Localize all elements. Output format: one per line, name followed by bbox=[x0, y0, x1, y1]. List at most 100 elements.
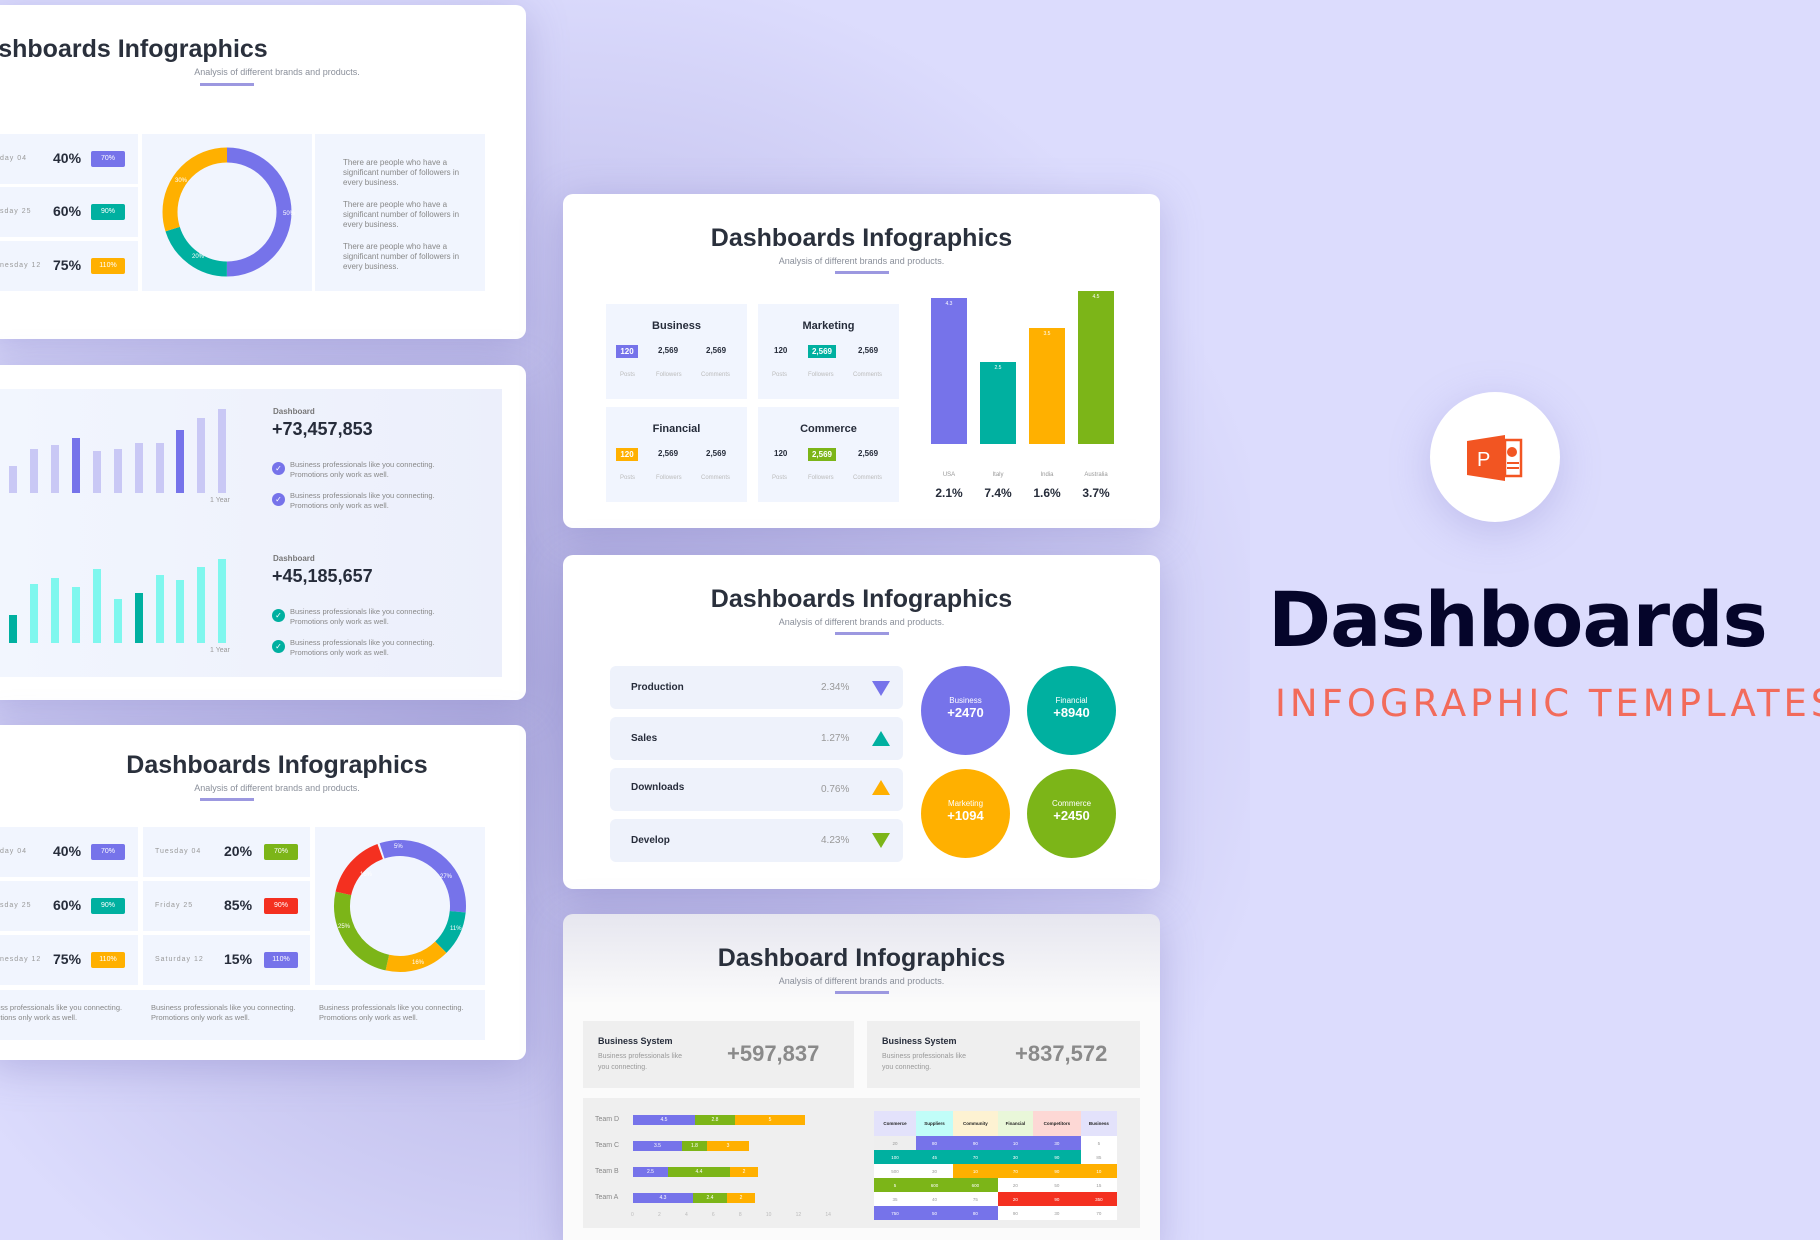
slide-subtitle: Analysis of different brands and product… bbox=[194, 783, 360, 793]
bar-sub-value: 1.6% bbox=[1033, 486, 1061, 500]
card-value: 2,569 bbox=[808, 448, 836, 461]
donut-panel: 5% 27% 11% 16% 25% 16% bbox=[315, 827, 485, 985]
item-label: Production bbox=[631, 682, 684, 693]
circle-commerce[interactable]: Commerce +2450 bbox=[1027, 769, 1116, 858]
slide-list[interactable]: Dashboards Infographics Analysis of diff… bbox=[563, 555, 1160, 889]
item-value: 1.27% bbox=[821, 733, 850, 744]
card-value: 2,569 bbox=[706, 449, 727, 458]
slide-cards[interactable]: Dashboards Infographics Analysis of diff… bbox=[563, 194, 1160, 528]
title-underline bbox=[834, 632, 889, 635]
bullets-panel: There are people who have a significant … bbox=[315, 134, 485, 291]
hero-title: Dashboards bbox=[1268, 575, 1768, 664]
stat-value: +597,837 bbox=[727, 1041, 820, 1066]
powerpoint-icon: P bbox=[1467, 435, 1523, 481]
title-underline bbox=[200, 83, 254, 86]
note-text: Business professionals like you connecti… bbox=[151, 1003, 296, 1022]
svg-text:16%: 16% bbox=[412, 960, 425, 966]
svg-text:50%: 50% bbox=[283, 211, 296, 217]
card-label: Comments bbox=[853, 372, 883, 378]
card-label: Comments bbox=[701, 475, 731, 481]
card-value: 120 bbox=[774, 346, 788, 355]
card-label: Comments bbox=[701, 372, 731, 378]
row-value: 75% bbox=[53, 951, 82, 967]
card-value: 2,569 bbox=[808, 345, 836, 358]
donut-panel: 50% 20% 30% bbox=[142, 134, 312, 291]
row-badge: 70% bbox=[91, 151, 125, 167]
card-value: 120 bbox=[774, 449, 788, 458]
circle-financial[interactable]: Financial +8940 bbox=[1027, 666, 1116, 755]
item-label: Sales bbox=[631, 733, 658, 744]
row-badge: 110% bbox=[264, 952, 298, 968]
notes-panel: ness professionals like you connecting. … bbox=[0, 990, 485, 1040]
triangle-up-icon bbox=[872, 731, 890, 746]
bullet-text: There are people who have a significant … bbox=[343, 200, 460, 229]
card-label: Followers bbox=[656, 475, 682, 481]
circle-marketing[interactable]: Marketing +1094 bbox=[921, 769, 1010, 858]
slide-multi-donut[interactable]: Dashboards Infographics Analysis of diff… bbox=[0, 725, 526, 1060]
circle-value: +2450 bbox=[1053, 808, 1090, 823]
check-text: Business professionals like you connecti… bbox=[290, 607, 435, 626]
card-business[interactable]: Business 120 2,569 2,569 Posts Followers… bbox=[606, 304, 747, 399]
card-financial[interactable]: Financial 120 2,569 2,569 Posts Follower… bbox=[606, 407, 747, 502]
row-day: nesday 12 bbox=[0, 262, 42, 269]
title-underline bbox=[200, 798, 254, 801]
row-badge: 110% bbox=[91, 258, 125, 274]
card-label: Followers bbox=[808, 372, 834, 378]
slide-title: Dashboards Infographics bbox=[710, 585, 1013, 613]
slide-title: Dashboards Infographics bbox=[710, 224, 1013, 252]
bar bbox=[9, 466, 17, 493]
bar-sub-value: 3.7% bbox=[1082, 486, 1110, 500]
bar-highlight bbox=[135, 593, 143, 643]
row-value: 60% bbox=[53, 203, 82, 219]
slide-title: Dashboards Infographics bbox=[126, 751, 428, 779]
slide-subtitle: Analysis of different brands and product… bbox=[778, 976, 945, 986]
bar bbox=[156, 443, 164, 493]
circle-business[interactable]: Business +2470 bbox=[921, 666, 1010, 755]
bar bbox=[93, 569, 101, 643]
team-label: Team B bbox=[595, 1168, 619, 1175]
donut-chart: 5% 27% 11% 16% 25% 16% bbox=[334, 840, 466, 972]
title-underline bbox=[834, 271, 889, 274]
bar-india: 3.5 bbox=[1029, 328, 1065, 444]
bar-label: India bbox=[1040, 472, 1054, 478]
team-label: Team C bbox=[595, 1142, 620, 1149]
slide-system[interactable]: Dashboard Infographics Analysis of diffe… bbox=[563, 914, 1160, 1240]
svg-text:30%: 30% bbox=[175, 178, 188, 184]
circle-value: +1094 bbox=[947, 808, 984, 823]
svg-text:P: P bbox=[1477, 449, 1490, 471]
card-label: Posts bbox=[772, 475, 788, 481]
note-text: Business professionals like you connecti… bbox=[319, 1003, 464, 1022]
bar-highlight bbox=[176, 430, 184, 493]
bar bbox=[114, 449, 122, 493]
card-label: Posts bbox=[620, 372, 636, 378]
triangle-up-icon bbox=[872, 780, 890, 795]
bullet-text: There are people who have a significant … bbox=[343, 242, 460, 271]
circle-label: Commerce bbox=[1051, 799, 1092, 808]
list-item-production[interactable]: Production 2.34% bbox=[610, 666, 903, 709]
slide-subtitle: Analysis of different brands and product… bbox=[778, 617, 945, 627]
card-commerce[interactable]: Commerce 120 2,569 2,569 Posts Followers… bbox=[758, 407, 899, 502]
slide-bars[interactable]: 1 Year Dashboard +73,457,853 ✓ Business … bbox=[0, 365, 526, 700]
bar bbox=[30, 449, 38, 493]
list-item-downloads[interactable]: Downloads 0.76% bbox=[610, 768, 903, 811]
row-badge: 90% bbox=[264, 898, 298, 914]
item-value: 0.76% bbox=[821, 784, 850, 795]
slide-donut[interactable]: Dashboards Infographics Analysis of diff… bbox=[0, 5, 526, 339]
card-marketing[interactable]: Marketing 120 2,569 2,569 Posts Follower… bbox=[758, 304, 899, 399]
row-badge: 90% bbox=[91, 204, 125, 220]
slide-subtitle: Analysis of different brands and product… bbox=[778, 256, 945, 266]
card-title: Financial bbox=[652, 423, 701, 435]
triangle-down-icon bbox=[872, 833, 890, 848]
triangle-down-icon bbox=[872, 681, 890, 696]
bar-label: USA bbox=[942, 472, 956, 478]
block-label: Dashboard bbox=[273, 407, 315, 416]
bar bbox=[93, 451, 101, 493]
card-title: Commerce bbox=[800, 423, 857, 435]
check-icon: ✓ bbox=[272, 462, 285, 475]
list-item-sales[interactable]: Sales 1.27% bbox=[610, 717, 903, 760]
row-day: nesday 12 bbox=[0, 956, 42, 963]
row-badge: 70% bbox=[91, 844, 125, 860]
bar-sub-value: 7.4% bbox=[984, 486, 1012, 500]
row-value: 40% bbox=[53, 843, 82, 859]
list-item-develop[interactable]: Develop 4.23% bbox=[610, 819, 903, 862]
